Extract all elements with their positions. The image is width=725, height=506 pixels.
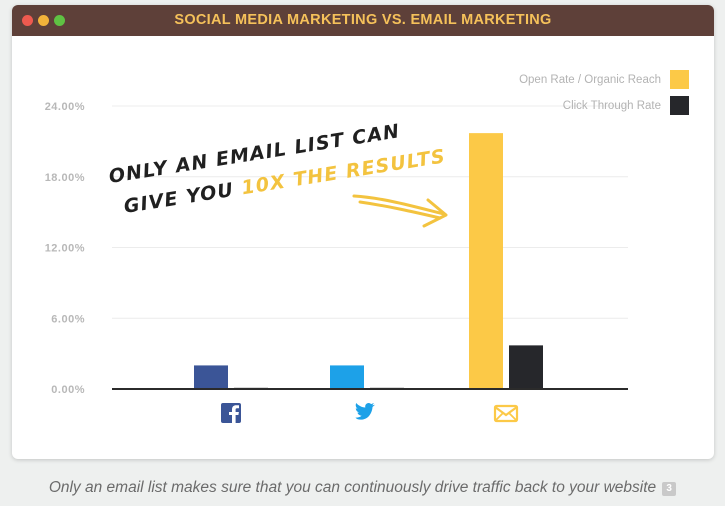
y-tick-label: 0.00% — [51, 384, 85, 396]
bar-email-click-through — [509, 345, 543, 389]
legend-swatch — [670, 70, 689, 89]
legend-label: Click Through Rate — [563, 100, 661, 112]
caption-text: Only an email list makes sure that you c… — [48, 479, 657, 496]
maximize-window-button[interactable] — [54, 15, 65, 26]
facebook-icon — [221, 403, 241, 423]
bar-chart: 0.00% 6.00% 12.00% 18.00% 24.00% Open Rate /… — [45, 70, 689, 423]
bar-facebook-open-rate — [194, 365, 228, 389]
email-icon — [493, 404, 519, 423]
caption: Only an email list makes sure that you c… — [0, 479, 725, 497]
bar-email-open-rate — [469, 133, 503, 389]
bars — [194, 133, 543, 390]
legend-label: Open Rate / Organic Reach — [519, 74, 661, 86]
category-icons — [221, 402, 519, 423]
y-tick-label: 24.00% — [45, 101, 85, 113]
legend-swatch — [670, 96, 689, 115]
annotation-line-2-prefix: GIVE YOU — [122, 178, 243, 218]
y-tick-label: 6.00% — [51, 313, 85, 325]
y-tick-label: 18.00% — [45, 172, 85, 184]
annotation: ONLY AN EMAIL LIST CAN GIVE YOU 10X THE … — [107, 120, 448, 228]
legend: Open Rate / Organic Reach Click Through R… — [519, 70, 689, 115]
bar-twitter-open-rate — [330, 365, 364, 389]
chart-window: SOCIAL MEDIA MARKETING VS. EMAIL MARKETI… — [12, 5, 714, 459]
arrow-icon — [352, 194, 448, 228]
minimize-window-button[interactable] — [38, 15, 49, 26]
window-title: SOCIAL MEDIA MARKETING VS. EMAIL MARKETI… — [174, 12, 552, 28]
footnote-badge[interactable]: 3 — [662, 482, 677, 496]
close-window-button[interactable] — [22, 15, 33, 26]
gridlines — [112, 105, 628, 319]
y-tick-label: 12.00% — [45, 243, 85, 255]
title-bar: SOCIAL MEDIA MARKETING VS. EMAIL MARKETI… — [12, 5, 714, 36]
y-axis-ticks: 0.00% 6.00% 12.00% 18.00% 24.00% — [45, 101, 85, 396]
twitter-icon — [355, 402, 375, 420]
